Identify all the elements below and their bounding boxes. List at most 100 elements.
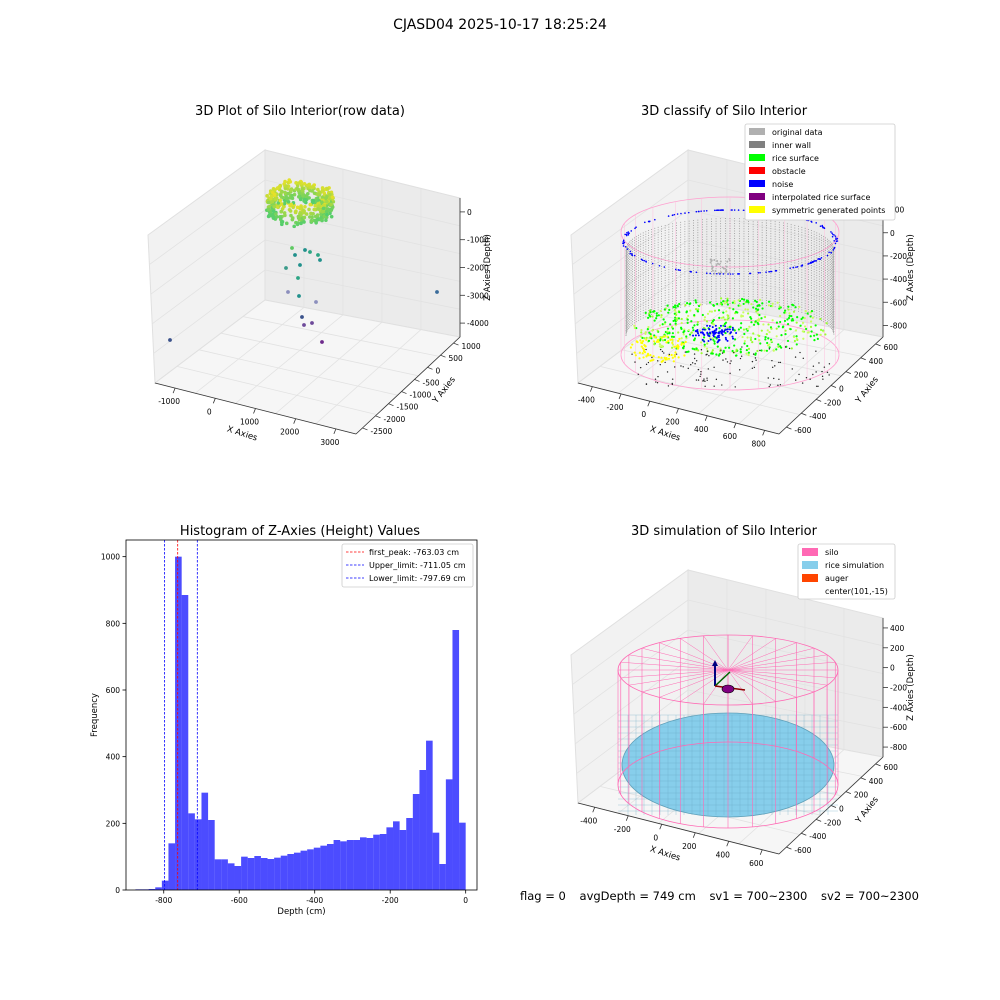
rice-point: [790, 347, 793, 350]
grid-line: [275, 321, 383, 414]
y-tick: [875, 343, 881, 347]
legend-swatch: [749, 206, 765, 213]
x-tick-label: 0: [653, 833, 658, 842]
z-tick-label: 400: [890, 624, 905, 633]
y-tick-label: 400: [869, 777, 884, 786]
rice-point: [700, 352, 703, 355]
noise-point: [654, 378, 657, 380]
y-tick-label: -600: [794, 846, 811, 855]
grid-line: [687, 209, 884, 254]
noise-point: [724, 325, 727, 328]
rice-point: [779, 320, 782, 324]
y-axis-line: [355, 336, 461, 435]
rice-point: [677, 317, 681, 320]
rice-point: [816, 337, 819, 340]
noise-point: [648, 220, 651, 223]
rice-point: [776, 301, 779, 304]
rice-point: [696, 310, 700, 313]
data-point: [280, 220, 285, 224]
grid-line: [176, 366, 377, 415]
data-point: [282, 201, 287, 206]
rice-point: [685, 335, 688, 338]
rice-point: [653, 319, 656, 322]
symmetric-point: [633, 351, 636, 354]
legend-swatch: [749, 154, 765, 161]
rice-point: [802, 337, 805, 340]
rice-point: [662, 318, 665, 321]
rice-point: [747, 347, 751, 350]
data-point: [280, 189, 284, 194]
symmetric-point: [634, 354, 637, 357]
hist-bar: [333, 840, 341, 890]
hist-bar: [293, 852, 301, 890]
noise-point: [692, 334, 695, 337]
noise-point: [629, 252, 632, 255]
rice-point: [708, 301, 712, 304]
y-tick-label: -1500: [397, 403, 419, 412]
noise-point: [798, 373, 800, 376]
noise-point: [753, 366, 756, 369]
symmetric-point: [655, 340, 659, 343]
noise-point: [831, 232, 833, 234]
rice-point: [751, 341, 754, 344]
grid-line: [738, 329, 845, 425]
hist-bar: [353, 840, 360, 890]
symmetric-point: [684, 340, 687, 344]
symmetric-point: [663, 335, 666, 338]
legend-swatch: [749, 141, 765, 148]
noise-point: [751, 367, 754, 369]
rice-point: [787, 308, 790, 311]
z-axis-label: Z Axies (Depth): [906, 654, 916, 721]
silo-spoke: [703, 669, 729, 705]
x-tick-label: 0: [641, 410, 646, 419]
noise-point: [706, 353, 708, 356]
rice-point: [761, 302, 764, 305]
rice-point: [649, 315, 652, 318]
noise-point: [704, 380, 706, 382]
rice-point: [674, 306, 677, 309]
rice-point: [740, 322, 743, 325]
rice-point: [643, 337, 646, 340]
data-point: [310, 219, 314, 223]
noise-point: [796, 266, 799, 268]
noise-point: [732, 337, 735, 340]
rice-point: [748, 325, 751, 328]
rice-point: [758, 313, 761, 317]
noise-point: [712, 334, 715, 337]
legend-label: center(101,-15): [825, 587, 888, 596]
legend-label: silo: [825, 548, 839, 557]
noise-point: [704, 385, 706, 388]
rice-point: [733, 329, 736, 332]
noise-point: [815, 259, 817, 262]
noise-point: [626, 232, 628, 234]
noise-point: [714, 324, 717, 327]
grid-line: [194, 307, 305, 394]
data-point: [308, 250, 312, 254]
data-point: [316, 196, 320, 200]
rice-point: [696, 323, 699, 326]
original-point: [711, 267, 714, 270]
rice-point: [743, 332, 746, 336]
y-tick-label: 500: [449, 354, 464, 363]
x-tick: [647, 401, 651, 407]
noise-point: [696, 329, 699, 332]
panel1-title: 3D Plot of Silo Interior(row data): [195, 104, 405, 119]
x-tick-label: -800: [155, 896, 172, 905]
original-point: [728, 272, 731, 275]
noise-point: [826, 254, 829, 257]
data-point: [297, 191, 302, 196]
noise-point: [623, 241, 626, 244]
noise-point: [759, 349, 761, 352]
x-tick: [759, 849, 763, 855]
noise-point: [719, 330, 722, 333]
rice-point: [718, 327, 721, 330]
noise-point: [725, 358, 727, 360]
auger-axis: [714, 671, 731, 687]
noise-point: [627, 231, 630, 233]
rice-point: [741, 335, 744, 339]
x-tick-label: -400: [580, 816, 597, 825]
data-point: [330, 205, 335, 209]
noise-point: [729, 372, 731, 375]
noise-point: [809, 378, 811, 380]
noise-point: [693, 353, 696, 355]
